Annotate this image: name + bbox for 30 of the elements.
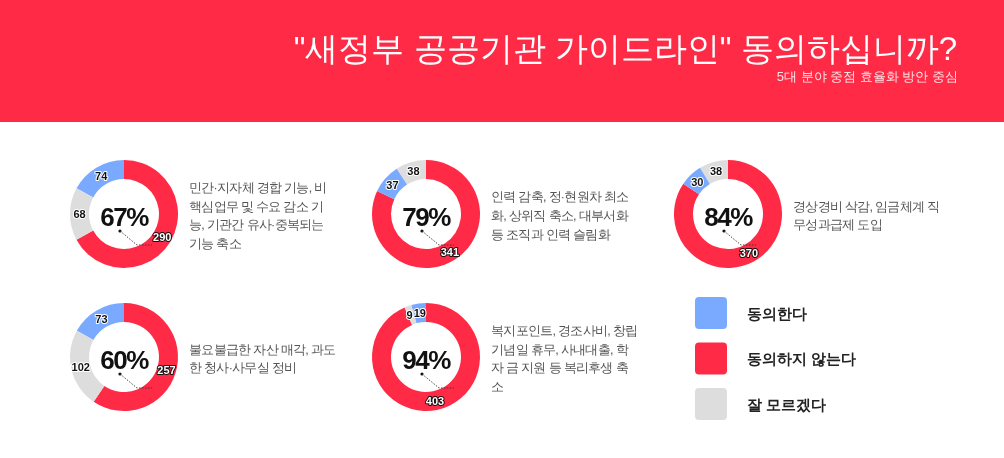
legend-label: 동의하지 않는다 (747, 350, 857, 367)
data-label: 370 (739, 247, 759, 260)
text: 79% (402, 202, 452, 232)
data-label: 19 (413, 306, 426, 319)
data-label: 403 (425, 394, 445, 407)
legend-label: 잘 모르겠다 (747, 395, 827, 413)
data-label: 74 (95, 169, 109, 182)
text: 복지포인트, 경조사비, 창립기념일 휴무, 사내대출, 학자 금 지원 등 복리후생 축소 (491, 323, 638, 395)
data-label: 73 (95, 312, 108, 325)
data-label: 37 (386, 178, 399, 191)
text: 67% (100, 202, 150, 232)
text: 94% (402, 345, 452, 375)
text: 60% (100, 345, 150, 375)
text: 경상경비 삭감, 임금체계 직무성과급제 도입 (793, 199, 940, 233)
data-label: 102 (71, 361, 90, 374)
data-label: 38 (709, 165, 723, 178)
data-label: 30 (691, 175, 704, 188)
text: 민간·지자체 경합 기능, 비핵심업무 및 수요 감소 기능, 기관간 유사·중복되는 기능 축소 (189, 180, 327, 252)
data-label: 257 (157, 364, 176, 377)
text: 불요불급한 자산 매각, 과도한 청사·사무실 정비 (189, 342, 337, 376)
data-label: 9 (406, 309, 413, 322)
text: 84% (704, 202, 754, 232)
text: "새정부 공공기관 가이드라인" 동의하십니까? (293, 30, 957, 67)
data-label: 290 (153, 230, 172, 243)
text: 인력 감축, 정·현원차 최소화, 상위직 축소, 대부서화 등 조직과 인력 슬림화 (491, 190, 630, 242)
data-label: 68 (73, 208, 86, 220)
text: 5대 분야 중점 효율화 방안 중심 (776, 69, 958, 84)
legend-label: 동의한다 (747, 304, 807, 322)
data-label: 341 (440, 245, 460, 258)
data-label: 38 (407, 165, 420, 178)
